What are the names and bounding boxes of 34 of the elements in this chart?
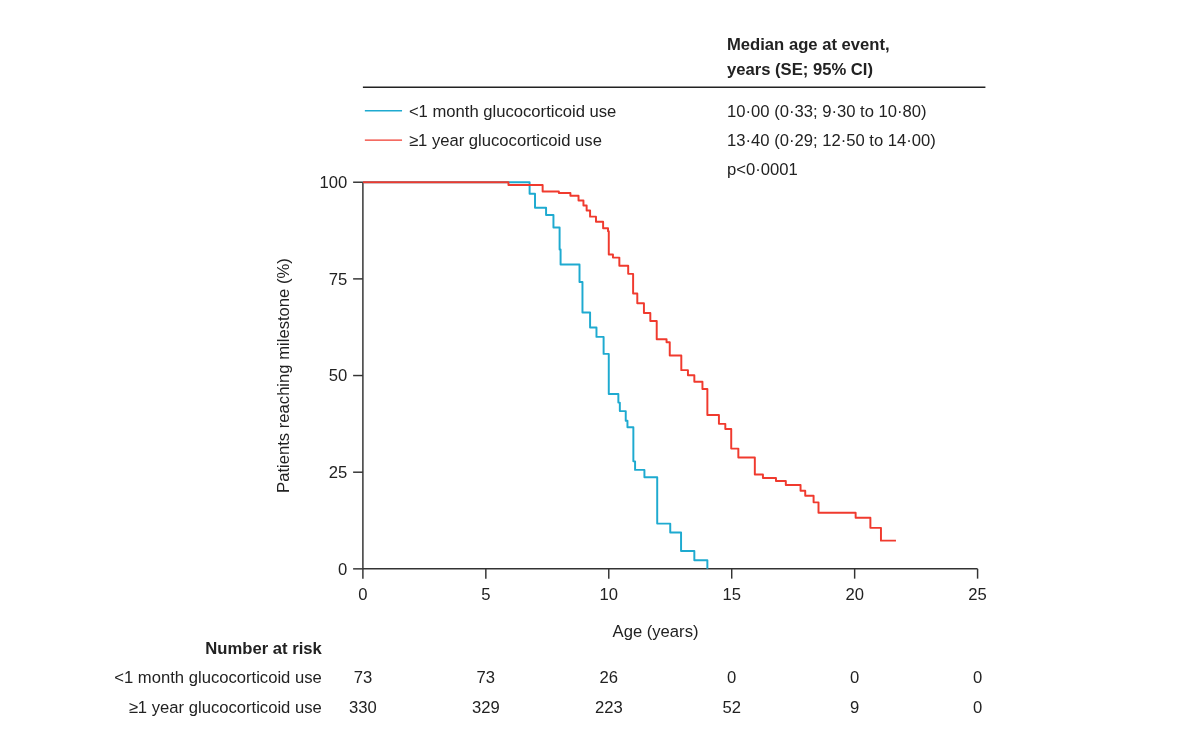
text: ≥1 year glucocorticoid use — [128, 697, 322, 717]
text: Median age at event, years (SE; 95% CI) — [727, 35, 890, 79]
x-tick-label: 15 — [722, 585, 741, 605]
text: <1 month glucocorticoid use — [114, 668, 322, 688]
x-tick-label: 0 — [358, 585, 368, 605]
text: 13·40 (0·29; 12·50 to 14·00) — [727, 130, 936, 150]
text: 52 — [722, 697, 741, 717]
x-axis-title: Age (years) — [612, 622, 699, 642]
text: p<0·0001 — [727, 160, 798, 180]
y-tick-label: 25 — [328, 463, 348, 483]
y-tick-label: 0 — [337, 559, 348, 579]
text: 73 — [476, 668, 496, 688]
y-axis-title: Patients reaching milestone (%) — [273, 258, 293, 493]
text: 329 — [471, 697, 500, 717]
y-tick-label: 75 — [328, 269, 348, 289]
text: 0 — [972, 668, 983, 688]
text: Number at risk — [205, 639, 323, 659]
text: 26 — [599, 668, 619, 688]
y-tick-label: 100 — [319, 173, 348, 193]
text: 9 — [850, 697, 860, 717]
x-tick-label: 10 — [599, 585, 619, 605]
x-tick-label: 25 — [968, 585, 987, 605]
legend-label: <1 month glucocorticoid use — [408, 101, 617, 121]
x-tick-label: 20 — [845, 585, 864, 605]
text: 0 — [727, 668, 737, 688]
text: 330 — [349, 697, 377, 717]
text: 0 — [850, 668, 860, 688]
text: 223 — [594, 697, 623, 717]
x-tick-label: 5 — [481, 585, 491, 605]
legend-label: ≥1 year glucocorticoid use — [408, 130, 602, 150]
y-tick-label: 50 — [328, 366, 348, 386]
text: 73 — [353, 668, 373, 688]
text: 0 — [972, 697, 983, 717]
text: 10·00 (0·33; 9·30 to 10·80) — [727, 101, 927, 121]
